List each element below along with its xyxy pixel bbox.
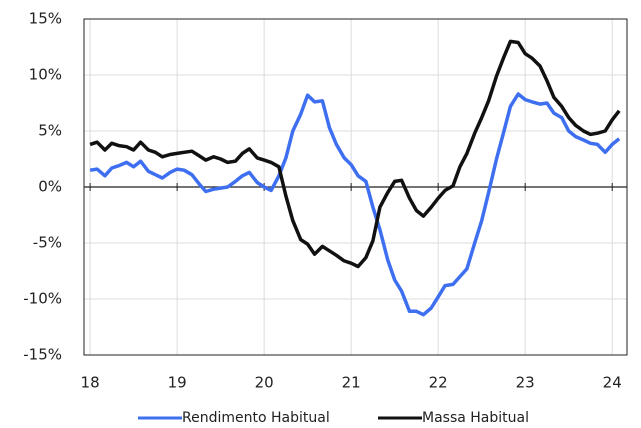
- x-tick-label: 22: [429, 374, 448, 392]
- legend: Rendimento Habitual Massa Habitual: [138, 410, 529, 426]
- legend-label: Rendimento Habitual: [182, 410, 330, 426]
- y-tick-label: -10%: [23, 290, 62, 308]
- x-tick-label: 20: [255, 374, 274, 392]
- x-tick-label: 21: [342, 374, 361, 392]
- y-tick-label: -15%: [23, 346, 62, 364]
- y-tick-label: -5%: [33, 234, 62, 252]
- series-line: [89, 92, 621, 317]
- x-tick-label: 18: [81, 374, 100, 392]
- y-tick-label: 15%: [29, 10, 62, 28]
- y-tick-label: 10%: [29, 66, 62, 84]
- x-tick-label: 19: [168, 374, 187, 392]
- y-tick-label: 0%: [38, 178, 62, 196]
- x-tick-label: 23: [516, 374, 535, 392]
- series-line: [89, 39, 621, 269]
- legend-label: Massa Habitual: [422, 410, 529, 426]
- y-tick-label: 5%: [38, 122, 62, 140]
- x-tick-label: 24: [603, 374, 622, 392]
